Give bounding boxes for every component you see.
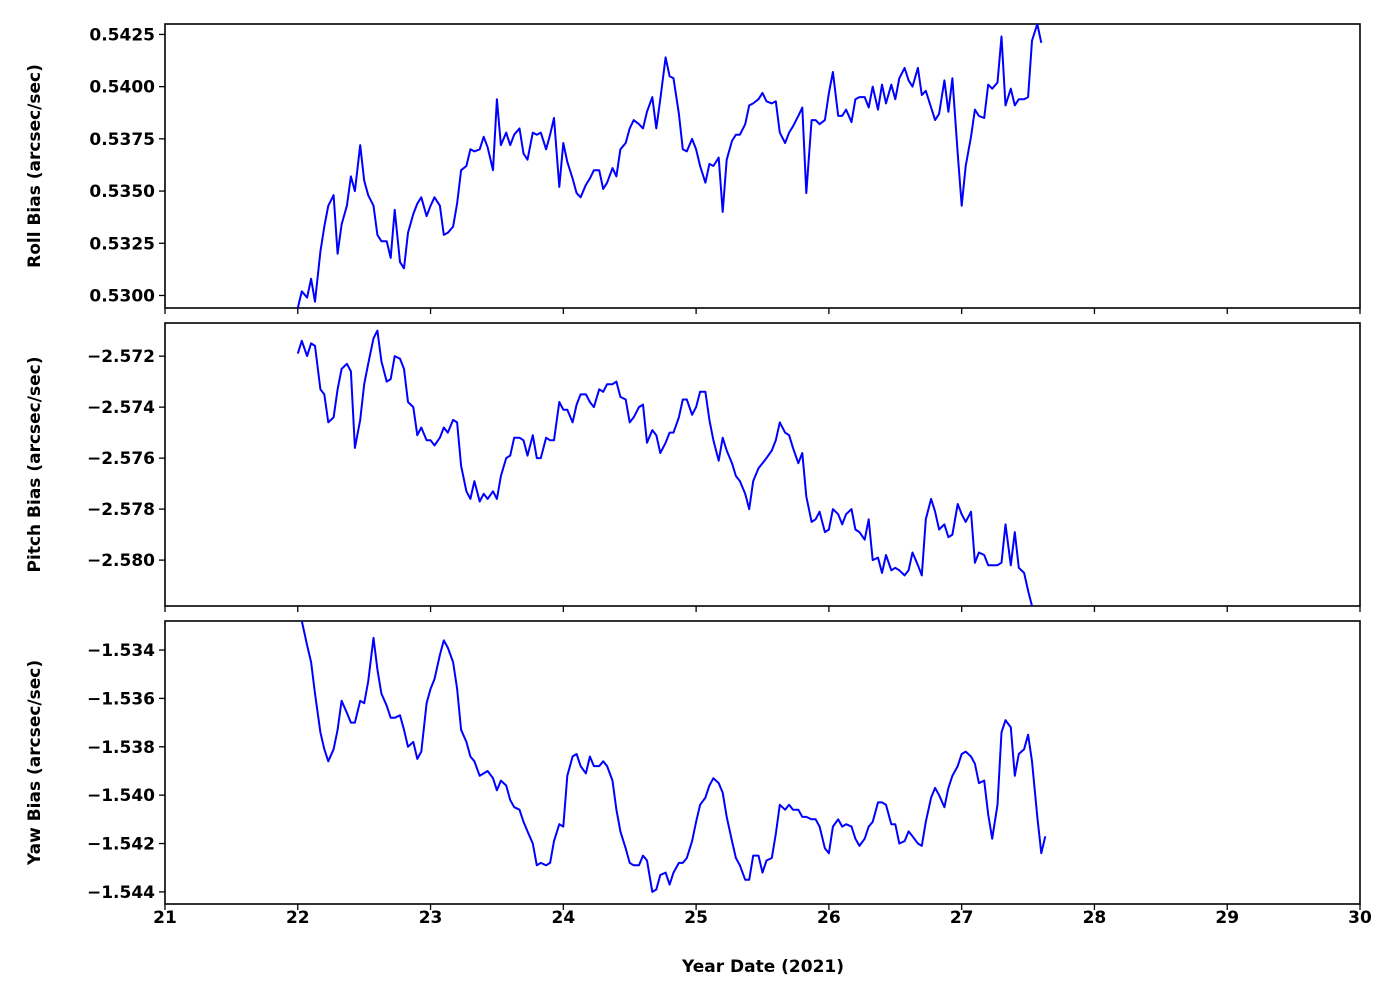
y-tick-label: −1.536	[87, 689, 155, 709]
x-tick-label: 27	[950, 908, 974, 928]
y-axis-label: Roll Bias (arcsec/sec)	[25, 64, 45, 268]
y-axis-label: Pitch Bias (arcsec/sec)	[25, 357, 45, 573]
y-tick-label: −1.544	[87, 883, 155, 903]
panel-0: 0.5300 0.5325 0.5350 0.5375 0.5400 0.5425 Roll…	[25, 23, 1361, 314]
x-tick-label: 21	[153, 908, 177, 928]
x-tick-label: 25	[684, 908, 708, 928]
y-tick-label: −1.534	[87, 641, 155, 661]
panel-frame	[164, 620, 1361, 905]
panel-frame	[164, 322, 1361, 607]
y-tick-label: 0.5375	[89, 130, 155, 150]
series-line	[300, 621, 1047, 893]
x-tick-label: 23	[419, 908, 443, 928]
series-line	[296, 24, 1043, 308]
y-tick-label: 0.5350	[89, 182, 155, 202]
y-tick-label: 0.5300	[89, 286, 155, 306]
y-tick-label: −2.580	[87, 551, 155, 571]
x-axis-label: Year Date (2021)	[681, 957, 844, 977]
x-tick-label: 29	[1215, 908, 1239, 928]
x-tick-label: 28	[1083, 908, 1107, 928]
y-tick-label: −2.572	[87, 347, 155, 367]
y-tick-label: −2.578	[87, 500, 155, 520]
y-tick-label: −1.540	[87, 786, 155, 806]
panel-2: −1.544 −1.542 −1.540 −1.538 −1.536 −1.534 Yaw …	[25, 620, 1361, 910]
x-tick-label: 24	[551, 908, 575, 928]
x-tick-label: 22	[286, 908, 310, 928]
panel-frame	[164, 23, 1361, 309]
series-line	[296, 329, 1033, 606]
x-tick-label: 26	[817, 908, 841, 928]
panel-1: −2.580 −2.578 −2.576 −2.574 −2.572 Pitch Bias…	[25, 322, 1361, 612]
y-tick-label: 0.5325	[89, 234, 155, 254]
y-tick-label: −1.542	[87, 835, 155, 855]
y-tick-label: −1.538	[87, 738, 155, 758]
plot-layer: 0.5300 0.5325 0.5350 0.5375 0.5400 0.5425 Roll…	[25, 23, 1372, 928]
y-tick-label: 0.5425	[89, 25, 155, 45]
y-tick-label: 0.5400	[89, 78, 155, 98]
x-tick-label: 30	[1348, 908, 1372, 928]
y-tick-label: −2.576	[87, 449, 155, 469]
y-tick-label: −2.574	[87, 398, 155, 418]
y-axis-label: Yaw Bias (arcsec/sec)	[25, 660, 45, 866]
